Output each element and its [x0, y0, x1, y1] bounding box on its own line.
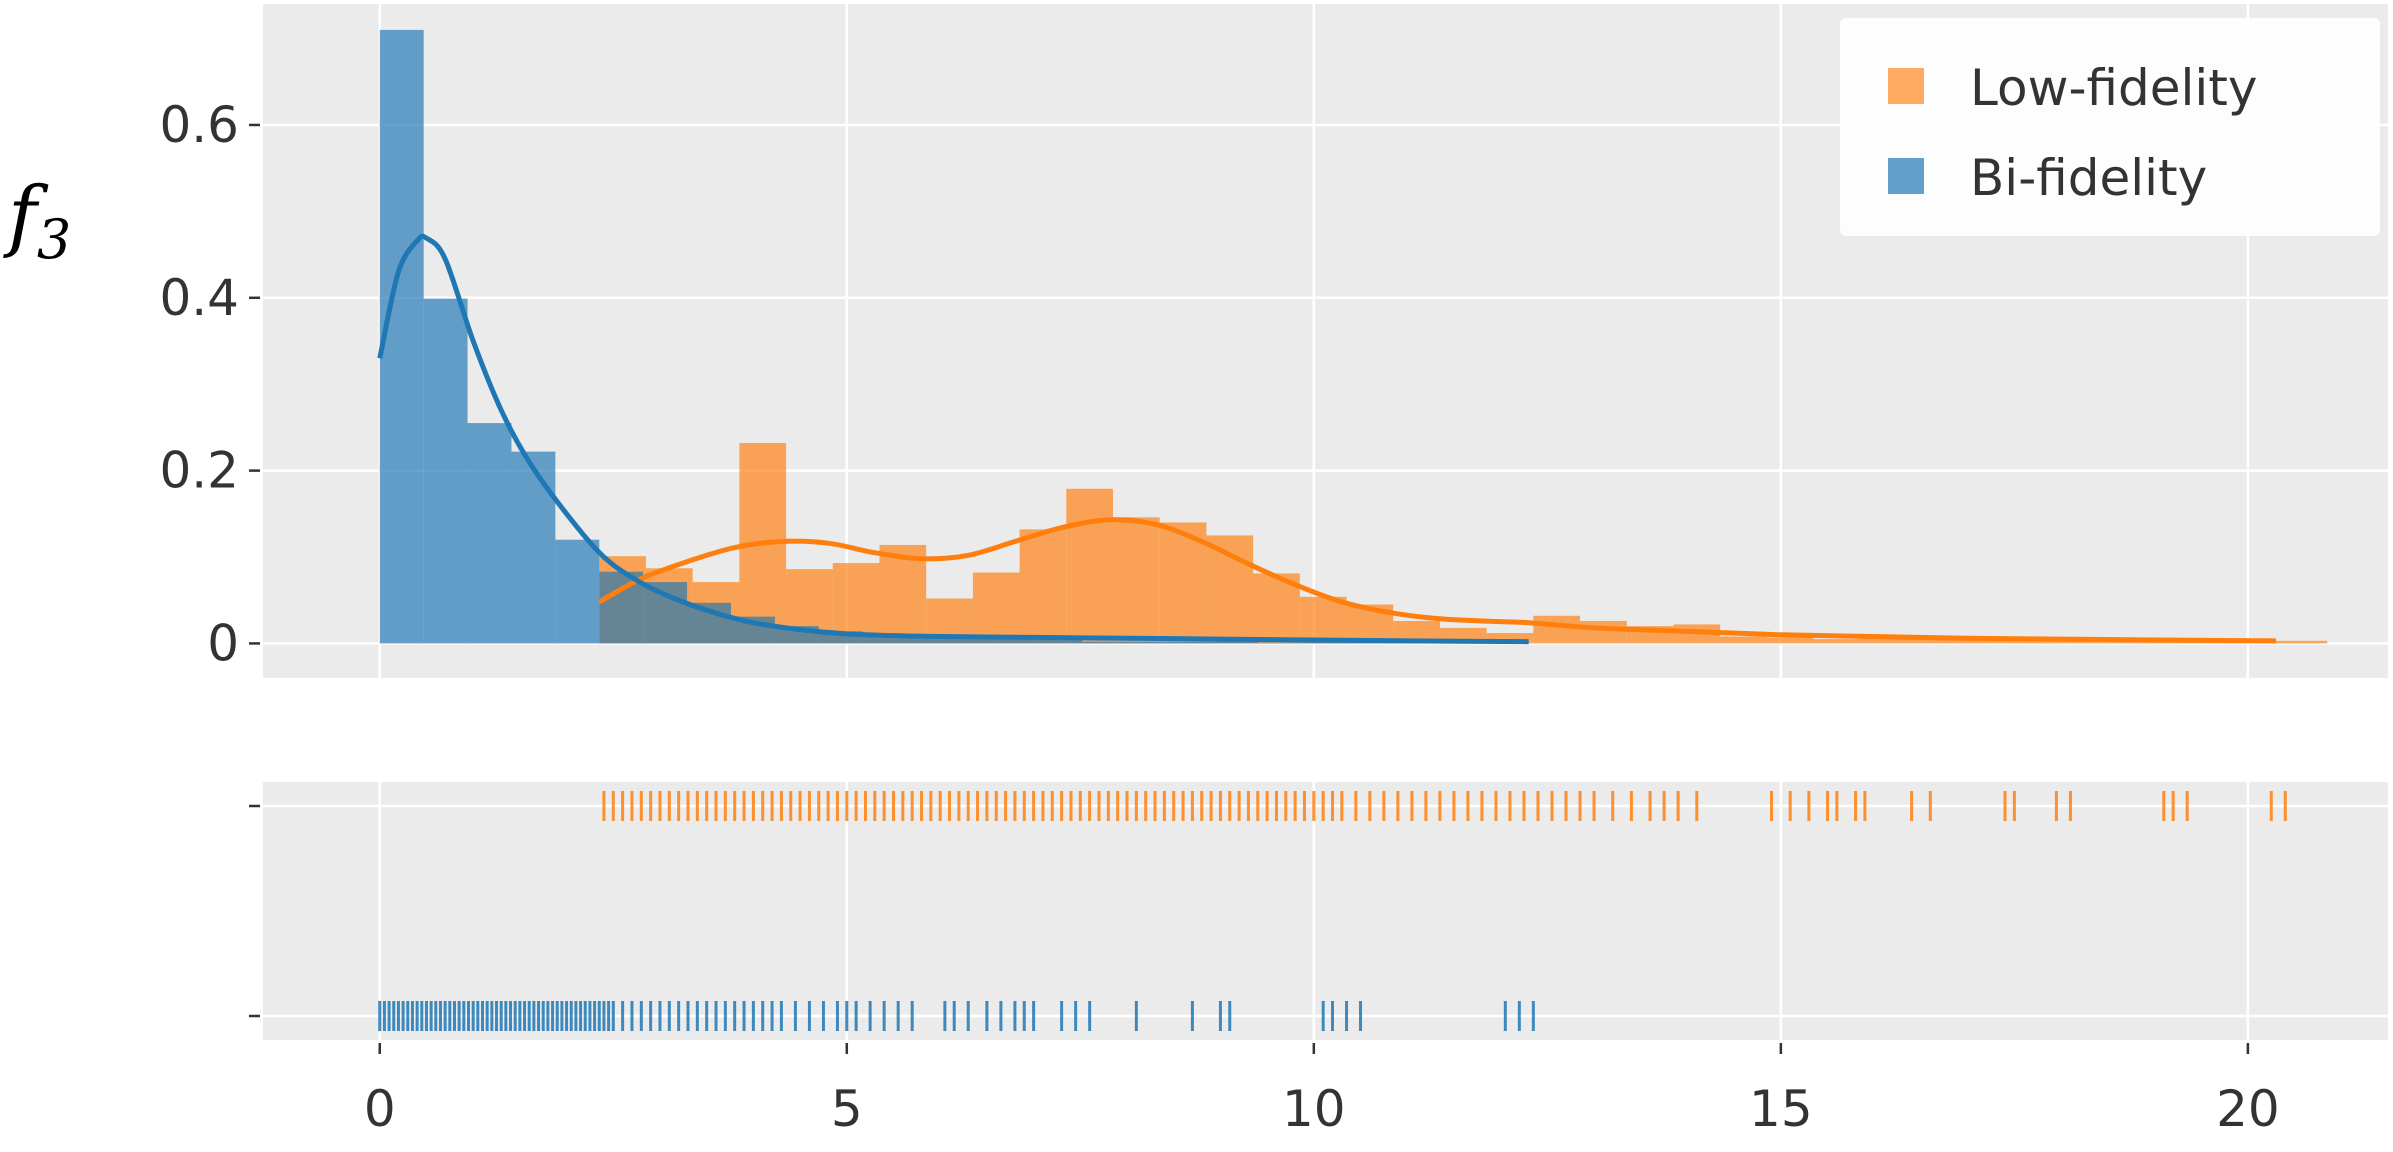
- low-fidelity-bar: [1580, 620, 1627, 644]
- y-tick-label: 0.4: [159, 269, 239, 327]
- x-tick-label: 15: [1749, 1080, 1813, 1138]
- bi-fidelity-histogram-bars: [379, 29, 1522, 644]
- low-fidelity-kde-line: [598, 517, 2276, 644]
- low-fidelity-bar: [2000, 639, 2048, 644]
- bi-fidelity-bar: [994, 639, 1039, 644]
- y-tick-label: 0.2: [159, 442, 239, 500]
- low-fidelity-bar: [1393, 620, 1440, 644]
- low-fidelity-bar: [1113, 517, 1160, 644]
- legend: Low-fidelity Bi-fidelity: [1840, 18, 2380, 236]
- low-fidelity-bar: [972, 572, 1020, 644]
- rug-gridlines: [263, 782, 2388, 1040]
- bi-fidelity-bar: [1213, 640, 1258, 644]
- bi-fidelity-bar: [467, 423, 512, 644]
- x-axis-ticks: 0 5 10 15 20: [364, 1043, 2280, 1138]
- x-tick-label: 10: [1282, 1080, 1346, 1138]
- low-fidelity-bar: [1766, 637, 1814, 644]
- low-fidelity-bar: [2047, 639, 2094, 644]
- low-fidelity-bar: [1953, 639, 2001, 644]
- kde-curves: [377, 233, 2276, 645]
- bi-fidelity-bar: [423, 298, 468, 644]
- low-fidelity-bar: [1860, 637, 1907, 644]
- low-fidelity-bar: [1906, 638, 1954, 644]
- low-fidelity-bar: [1486, 633, 1534, 644]
- bi-fidelity-bar: [379, 29, 424, 644]
- bi-fidelity-rug: [378, 1001, 1535, 1031]
- low-fidelity-rug: [602, 791, 2287, 821]
- low-fidelity-bar: [1720, 636, 1767, 644]
- legend-swatch-bi-fidelity: [1888, 158, 1924, 194]
- bi-fidelity-bar: [1301, 642, 1346, 644]
- low-fidelity-bar: [879, 544, 927, 644]
- legend-label-low-fidelity: Low-fidelity: [1970, 59, 2257, 117]
- low-fidelity-bar: [1299, 596, 1347, 644]
- bi-fidelity-bar: [906, 638, 951, 644]
- low-fidelity-bar: [832, 563, 880, 644]
- legend-label-bi-fidelity: Bi-fidelity: [1970, 149, 2207, 207]
- low-fidelity-bar: [1206, 535, 1254, 644]
- x-tick-label: 5: [831, 1080, 863, 1138]
- bi-fidelity-kde-line: [377, 233, 1529, 645]
- low-fidelity-bar: [1019, 529, 1067, 644]
- low-fidelity-bar: [1066, 488, 1113, 644]
- y-axis-ticks: 0 0.2 0.4 0.6: [159, 96, 260, 1018]
- x-tick-label: 20: [2216, 1080, 2280, 1138]
- low-fidelity-bar: [1533, 615, 1581, 644]
- bi-fidelity-bar: [1082, 641, 1127, 644]
- bi-fidelity-bar: [511, 451, 556, 644]
- bi-fidelity-bar: [1126, 641, 1170, 644]
- bi-fidelity-bar: [862, 634, 907, 644]
- low-fidelity-bar: [2093, 640, 2141, 644]
- y-axis-label: f3: [3, 171, 71, 271]
- y-tick-label: 0: [207, 614, 239, 672]
- bi-fidelity-bar: [1169, 641, 1214, 644]
- rug-panel: [263, 782, 2388, 1040]
- x-tick-label: 0: [364, 1080, 396, 1138]
- bi-fidelity-bar: [950, 637, 995, 644]
- legend-box: [1840, 18, 2380, 236]
- bi-fidelity-bar: [555, 539, 600, 644]
- legend-swatch-low-fidelity: [1888, 68, 1924, 104]
- bi-fidelity-bar: [1038, 639, 1083, 644]
- bi-fidelity-bar: [643, 582, 688, 644]
- y-tick-label: 0.6: [159, 96, 239, 154]
- bi-fidelity-bar: [1257, 642, 1302, 644]
- low-fidelity-bar: [2280, 640, 2328, 644]
- low-fidelity-bar: [1813, 639, 1861, 644]
- y-axis-label-subscript: 3: [37, 208, 71, 271]
